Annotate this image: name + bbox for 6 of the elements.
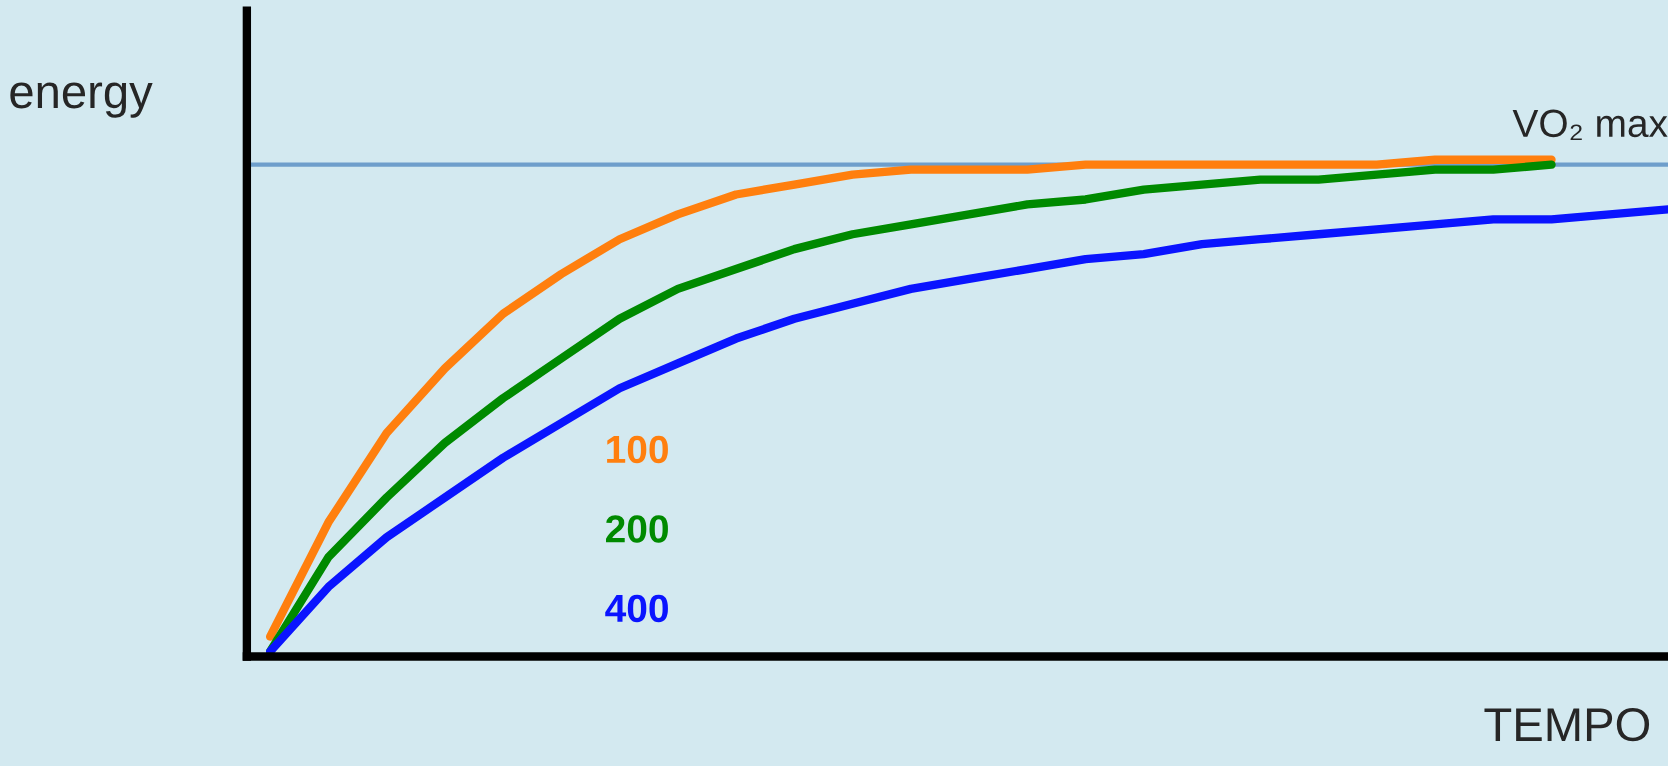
x-axis-title: TEMPO xyxy=(1484,707,1650,742)
ref-line-label: VO₂ max xyxy=(1512,109,1668,141)
text: 400 xyxy=(605,594,668,623)
y-axis-title: energy xyxy=(10,82,153,118)
text: 100 xyxy=(607,435,668,464)
text: 200 xyxy=(606,515,668,543)
